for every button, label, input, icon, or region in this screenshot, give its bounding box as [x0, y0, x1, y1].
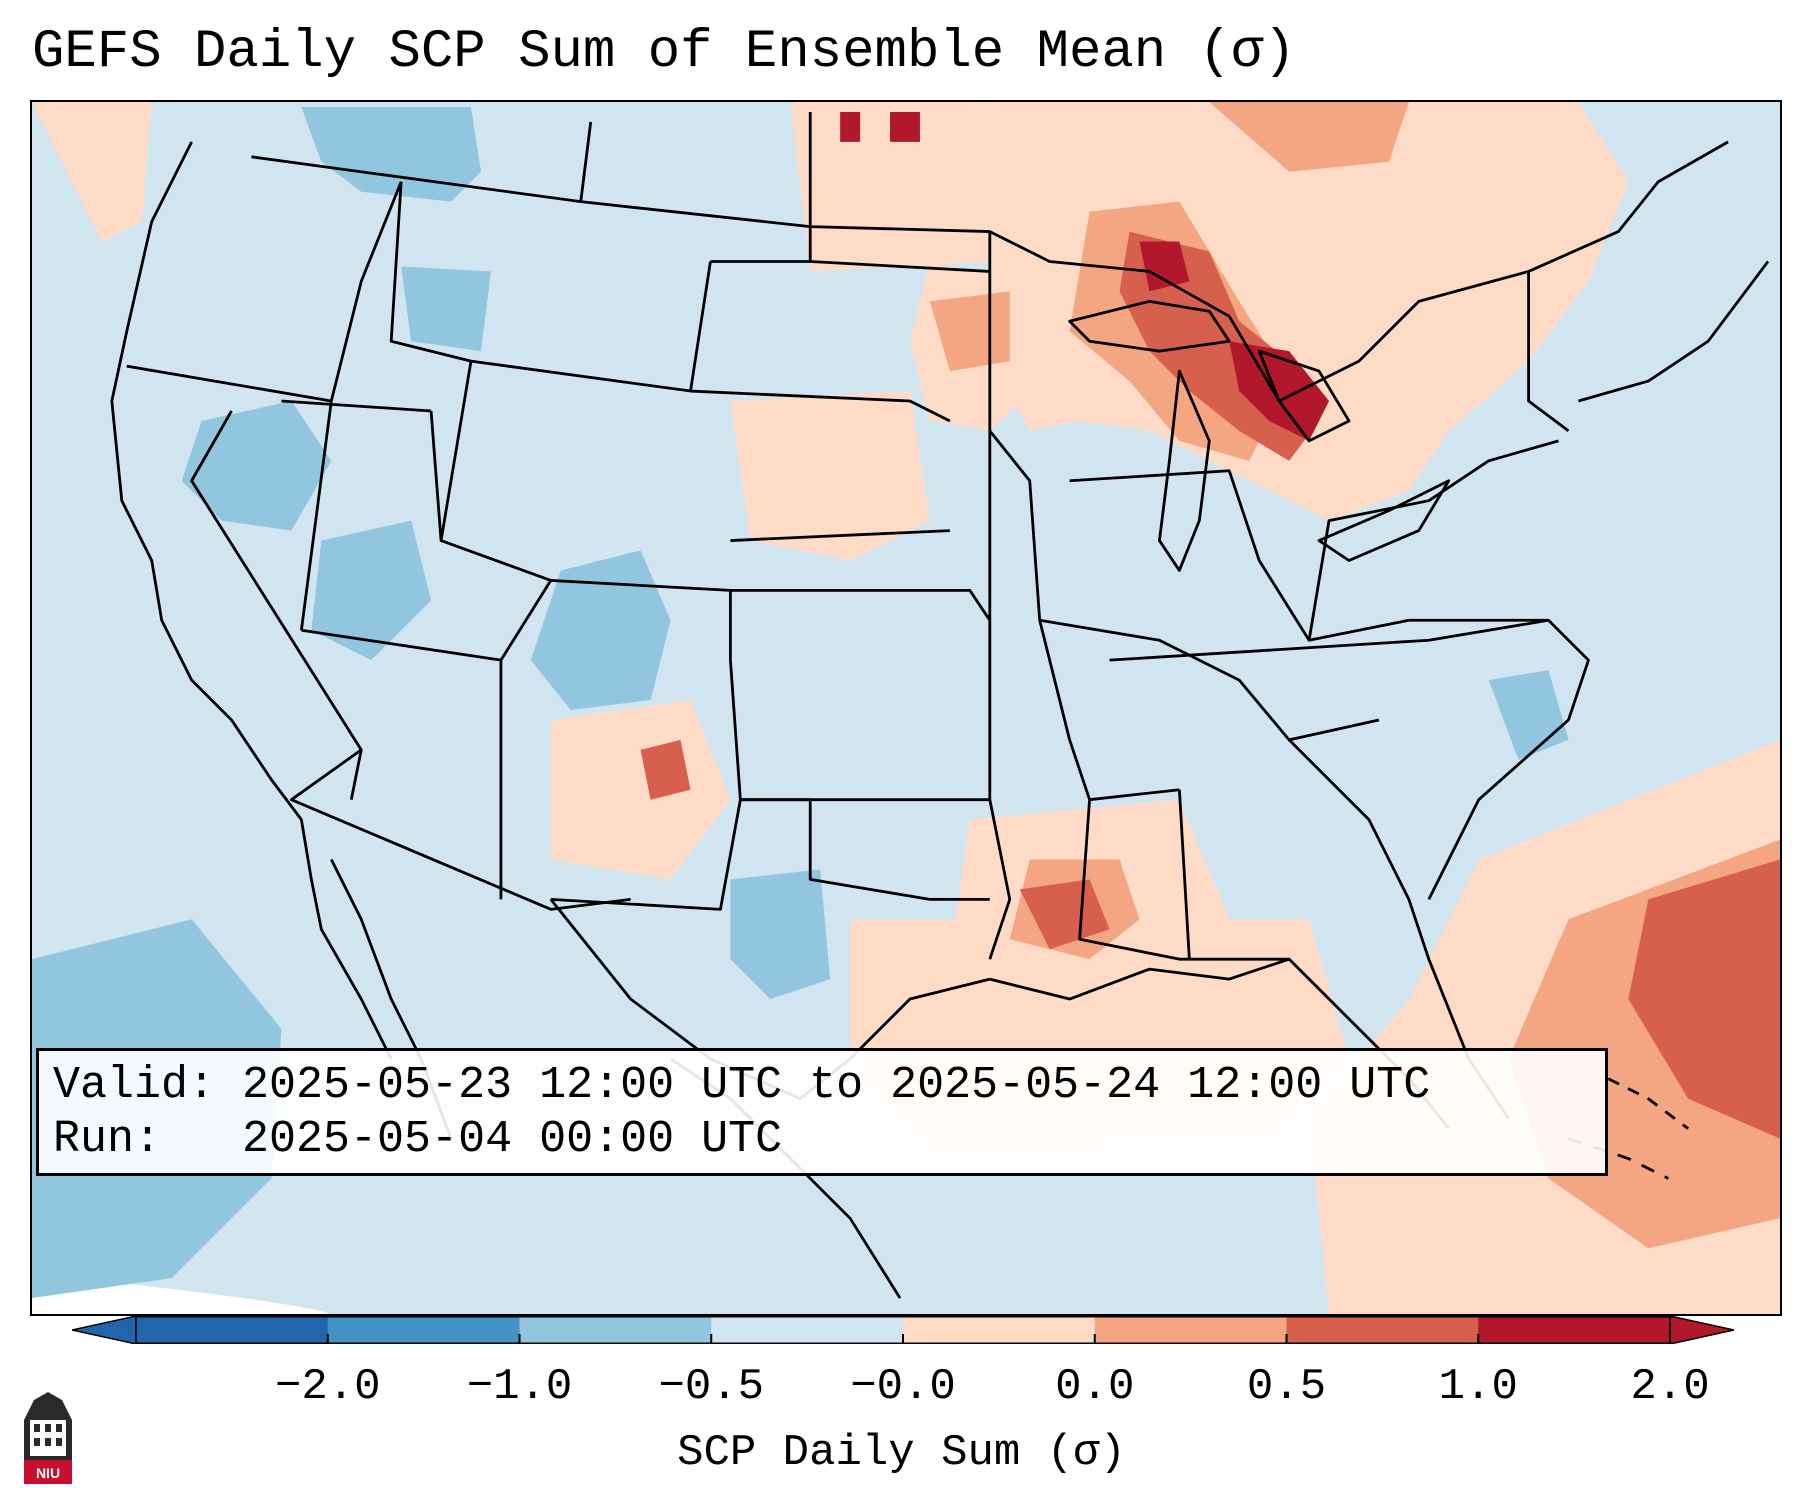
colorbar-tick-label: −2.0 — [274, 1362, 381, 1412]
colorbar-segment — [1094, 1316, 1287, 1344]
boundaries — [110, 111, 1770, 1299]
colorbar-segment — [327, 1316, 520, 1344]
colorbar-segment — [136, 1316, 329, 1344]
colorbar-tick-label: −1.0 — [466, 1362, 573, 1412]
valid-run-box: Valid: 2025-05-23 12:00 UTC to 2025-05-2… — [36, 1048, 1608, 1176]
colorbar-extend-low — [71, 1315, 137, 1345]
colorbar-tick-label: 1.0 — [1438, 1362, 1518, 1412]
colorbar-tick-label: 2.0 — [1630, 1362, 1710, 1412]
colorbar-segment — [1286, 1316, 1479, 1344]
logo-text: NIU — [36, 1465, 60, 1481]
colorbar-tick-label: 0.5 — [1246, 1362, 1327, 1412]
colorbar-segment — [1478, 1316, 1671, 1344]
plot-title: GEFS Daily SCP Sum of Ensemble Mean (σ) — [32, 22, 1296, 83]
colorbar-canvas — [71, 1315, 1735, 1345]
colorbar-segment — [519, 1316, 712, 1344]
colorbar-tick-label: 0.0 — [1055, 1362, 1135, 1412]
colorbar-segment — [711, 1316, 904, 1344]
colorbar — [71, 1315, 1735, 1345]
extreme-positive-regions — [840, 111, 1330, 441]
colorbar-label: SCP Daily Sum (σ) — [677, 1428, 1126, 1478]
colorbar-tick-label: −0.0 — [850, 1362, 956, 1412]
colorbar-tick-label: −0.5 — [658, 1362, 765, 1412]
niu-logo: NIU — [24, 1392, 72, 1484]
run-time-text: Run: 2025-05-04 00:00 UTC — [53, 1114, 783, 1165]
colorbar-extend-high — [1669, 1315, 1735, 1345]
valid-time-text: Valid: 2025-05-23 12:00 UTC to 2025-05-2… — [53, 1060, 1431, 1111]
colorbar-segment — [903, 1316, 1096, 1344]
